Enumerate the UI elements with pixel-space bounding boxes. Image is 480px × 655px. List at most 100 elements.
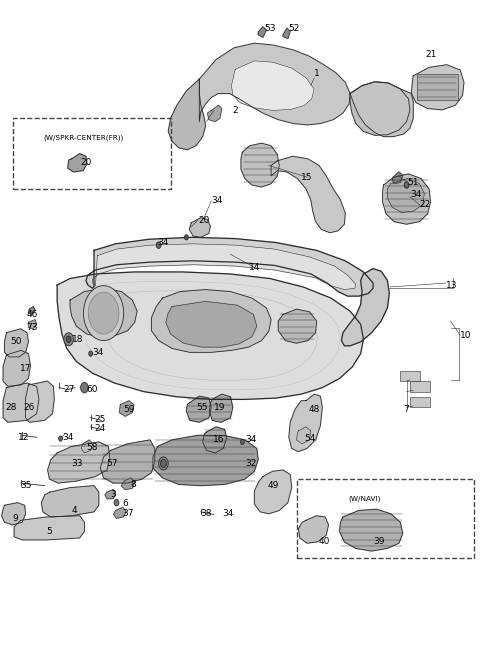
- Polygon shape: [199, 43, 350, 125]
- Text: 10: 10: [460, 331, 472, 340]
- Polygon shape: [68, 154, 87, 172]
- Bar: [410, 397, 430, 407]
- Circle shape: [404, 181, 409, 188]
- Text: 73: 73: [26, 323, 37, 332]
- Polygon shape: [28, 320, 36, 329]
- Circle shape: [160, 460, 166, 468]
- Polygon shape: [14, 515, 84, 540]
- Text: 34: 34: [410, 190, 421, 198]
- Polygon shape: [152, 290, 271, 352]
- Text: 7: 7: [404, 405, 409, 414]
- Polygon shape: [81, 440, 93, 453]
- Polygon shape: [48, 442, 110, 483]
- Polygon shape: [411, 65, 464, 110]
- Text: 46: 46: [26, 310, 37, 319]
- Text: 35: 35: [20, 481, 31, 490]
- Text: 20: 20: [80, 159, 92, 167]
- Text: 5: 5: [46, 527, 52, 536]
- Text: 52: 52: [288, 24, 300, 33]
- Polygon shape: [86, 237, 373, 296]
- Polygon shape: [209, 394, 233, 422]
- Text: 34: 34: [222, 510, 233, 518]
- Text: 60: 60: [86, 385, 97, 394]
- Text: 12: 12: [18, 433, 29, 442]
- Polygon shape: [278, 309, 317, 343]
- Text: 34: 34: [157, 238, 169, 247]
- Polygon shape: [207, 105, 222, 122]
- Polygon shape: [3, 350, 30, 386]
- Polygon shape: [166, 301, 257, 347]
- Polygon shape: [28, 307, 35, 314]
- Text: 49: 49: [268, 481, 279, 490]
- Text: 34: 34: [211, 196, 223, 205]
- Circle shape: [59, 436, 62, 441]
- Text: 48: 48: [309, 405, 320, 414]
- Text: 13: 13: [446, 280, 457, 290]
- Polygon shape: [25, 381, 54, 422]
- Text: 17: 17: [20, 364, 31, 373]
- Polygon shape: [105, 489, 116, 498]
- Circle shape: [66, 336, 71, 343]
- Polygon shape: [1, 502, 25, 525]
- Text: 59: 59: [123, 405, 135, 414]
- Polygon shape: [283, 28, 290, 39]
- Text: 25: 25: [94, 415, 106, 424]
- Bar: [417, 74, 458, 100]
- Text: 54: 54: [305, 434, 316, 443]
- Polygon shape: [241, 143, 279, 187]
- Circle shape: [156, 242, 161, 248]
- Text: 37: 37: [123, 510, 134, 518]
- Text: 4: 4: [72, 506, 77, 515]
- Bar: [12, 119, 170, 189]
- Polygon shape: [41, 485, 99, 517]
- Circle shape: [88, 292, 119, 334]
- Text: 19: 19: [214, 403, 226, 412]
- Text: 55: 55: [196, 403, 207, 412]
- Text: 8: 8: [130, 480, 136, 489]
- Polygon shape: [186, 396, 211, 422]
- Text: 40: 40: [318, 537, 329, 546]
- Polygon shape: [100, 440, 155, 483]
- Circle shape: [89, 351, 93, 356]
- Text: 51: 51: [408, 178, 419, 187]
- Circle shape: [240, 440, 244, 445]
- Text: 3: 3: [110, 490, 116, 498]
- Text: 34: 34: [245, 436, 256, 445]
- Text: 18: 18: [72, 335, 83, 344]
- Text: 21: 21: [426, 50, 437, 59]
- Polygon shape: [392, 172, 403, 183]
- Text: 9: 9: [12, 514, 18, 523]
- Polygon shape: [289, 394, 323, 452]
- Polygon shape: [4, 329, 28, 357]
- Polygon shape: [3, 383, 39, 422]
- Polygon shape: [350, 82, 410, 136]
- Polygon shape: [339, 509, 403, 551]
- Text: 34: 34: [93, 348, 104, 357]
- Polygon shape: [114, 507, 126, 518]
- Polygon shape: [254, 470, 292, 514]
- Polygon shape: [387, 178, 424, 212]
- Polygon shape: [93, 244, 356, 290]
- Text: 34: 34: [62, 433, 73, 442]
- Text: 32: 32: [245, 459, 256, 468]
- Polygon shape: [341, 269, 389, 346]
- Polygon shape: [350, 82, 413, 137]
- Text: 16: 16: [213, 436, 224, 445]
- Text: 33: 33: [72, 459, 83, 468]
- Polygon shape: [203, 427, 227, 453]
- Polygon shape: [57, 272, 363, 400]
- Circle shape: [84, 286, 124, 341]
- Text: 1: 1: [314, 69, 320, 79]
- Text: 39: 39: [373, 537, 384, 546]
- Polygon shape: [299, 515, 328, 543]
- Circle shape: [81, 383, 88, 393]
- Text: 53: 53: [264, 24, 276, 33]
- Text: 22: 22: [420, 200, 431, 209]
- Circle shape: [158, 457, 168, 470]
- Text: 20: 20: [198, 215, 209, 225]
- Circle shape: [64, 333, 73, 346]
- Text: 50: 50: [10, 337, 22, 346]
- Polygon shape: [231, 61, 314, 111]
- Text: 57: 57: [106, 459, 118, 468]
- Polygon shape: [70, 288, 137, 337]
